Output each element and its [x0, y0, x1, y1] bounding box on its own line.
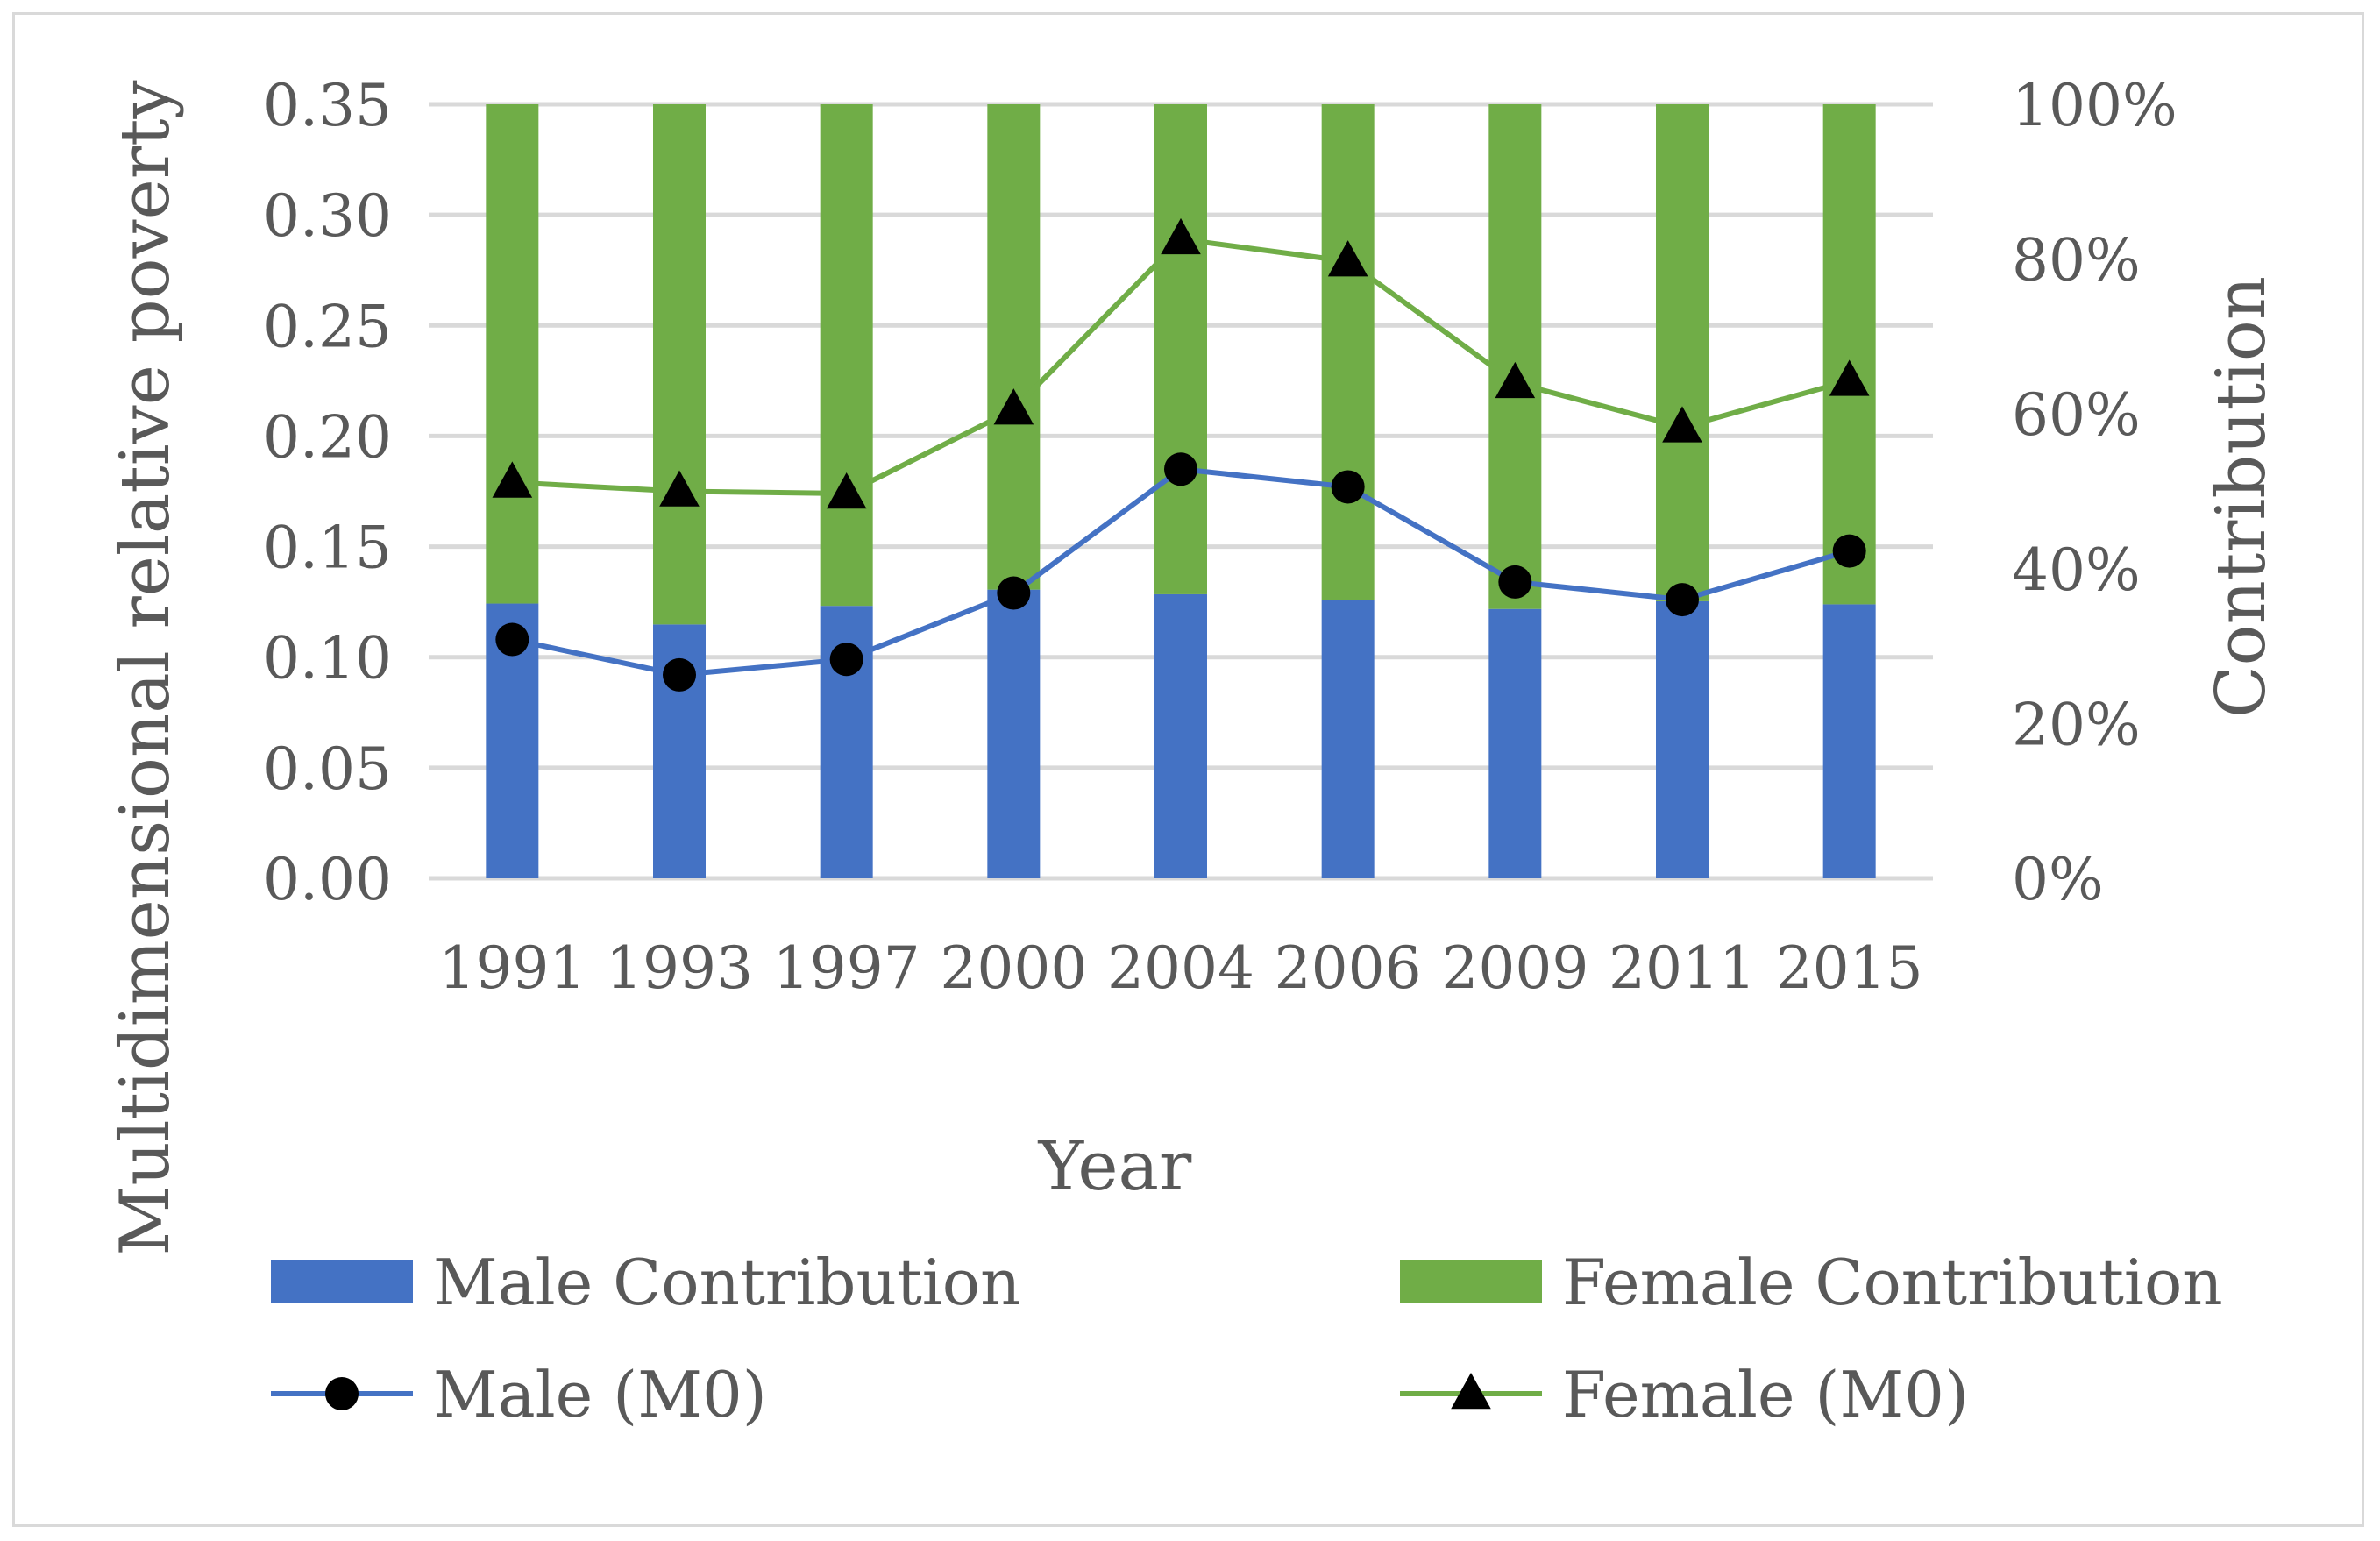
male-m0-point	[1832, 534, 1866, 568]
female-m0-point	[826, 472, 867, 509]
bars	[486, 104, 1876, 878]
y-tick-label: 0.05	[263, 735, 392, 803]
legend: Male Contribution Female Contribution Male…	[271, 1246, 2223, 1431]
x-axis-label: Year	[1038, 1127, 1192, 1206]
female-m0-point	[1161, 217, 1201, 255]
legend-label: Male (M0)	[433, 1358, 767, 1431]
female-m0-point	[1327, 240, 1368, 277]
female-contribution-bar	[1822, 104, 1876, 605]
y2-tick-label: 100%	[2012, 72, 2178, 139]
legend-label: Female (M0)	[1562, 1358, 1969, 1431]
legend-label: Female Contribution	[1562, 1246, 2223, 1319]
male-m0-point	[829, 643, 863, 677]
male-m0-point	[495, 622, 529, 657]
legend-item: Male (M0)	[271, 1358, 767, 1431]
male-contribution-bar	[1656, 600, 1709, 878]
x-tick-label: 1993	[606, 934, 753, 1002]
female-m0-point	[1495, 361, 1536, 399]
y2-tick-label: 20%	[2012, 691, 2141, 758]
female-contribution-bar	[486, 104, 539, 604]
y2-axis-ticks: 0% 20% 40% 60% 80% 100%	[2012, 72, 2178, 913]
female-contribution-bar	[820, 104, 873, 607]
male-contribution-bar	[987, 589, 1041, 878]
y2-tick-label: 80%	[2012, 227, 2141, 295]
chart-frame: 0.00 0.05 0.10 0.15 0.20 0.25 0.30 0.35 0% 20% 40…	[12, 12, 2364, 1527]
male-m0-point	[1666, 583, 1699, 617]
y-tick-label: 0.20	[263, 403, 392, 471]
chart: 0.00 0.05 0.10 0.15 0.20 0.25 0.30 0.35 0% 20% 40…	[106, 72, 2281, 1431]
y2-axis-label: Contribution	[2202, 276, 2281, 718]
y-tick-label: 0.25	[263, 293, 392, 360]
x-tick-label: 1997	[773, 934, 920, 1002]
male-m0-point	[1498, 565, 1532, 599]
female-contribution-bar	[1488, 104, 1542, 609]
male-contribution-bar	[1488, 608, 1542, 878]
female-contribution-bar	[1656, 104, 1709, 601]
x-tick-label: 2004	[1107, 934, 1254, 1002]
y-tick-label: 0.00	[263, 846, 392, 913]
y-tick-label: 0.30	[263, 182, 392, 250]
y2-tick-label: 60%	[2012, 381, 2141, 449]
female-contribution-bar	[1154, 104, 1207, 594]
male-contribution-bar	[1321, 600, 1375, 878]
x-tick-label: 1991	[438, 934, 586, 1002]
legend-swatch	[1400, 1260, 1542, 1303]
male-m0-point	[997, 576, 1031, 610]
y-axis-label: Multidimensional relative poverty	[106, 80, 185, 1255]
y-axis-ticks: 0.00 0.05 0.10 0.15 0.20 0.25 0.30 0.35	[263, 72, 392, 913]
legend-label: Male Contribution	[433, 1246, 1021, 1319]
x-tick-label: 2015	[1776, 934, 1923, 1002]
legend-marker-circle	[325, 1377, 359, 1410]
male-contribution-bar	[1822, 604, 1876, 878]
male-m0-point	[1164, 452, 1197, 486]
legend-swatch	[271, 1260, 413, 1303]
legend-item: Female (M0)	[1400, 1358, 1969, 1431]
y-tick-label: 0.35	[263, 72, 392, 139]
legend-item: Female Contribution	[1400, 1246, 2223, 1319]
female-contribution-bar	[987, 104, 1041, 590]
female-m0-point	[659, 470, 700, 507]
female-m0-point	[1829, 359, 1870, 396]
x-axis-ticks: 1991 1993 1997 2000 2004 2006 2009 2011 2015	[438, 934, 1922, 1002]
female-m0-point	[492, 461, 533, 498]
male-contribution-bar	[1154, 593, 1207, 878]
lines	[492, 217, 1870, 692]
male-m0-point	[1331, 470, 1365, 504]
legend-marker-triangle	[1451, 1373, 1491, 1410]
y-tick-label: 0.10	[263, 625, 392, 692]
x-tick-label: 2011	[1609, 934, 1756, 1002]
female-contribution-bar	[1321, 104, 1375, 601]
y-tick-label: 0.15	[263, 515, 392, 582]
x-tick-label: 2006	[1275, 934, 1422, 1002]
x-tick-label: 2009	[1441, 934, 1588, 1002]
female-m0-point	[993, 388, 1034, 425]
legend-item: Male Contribution	[271, 1246, 1021, 1319]
male-m0-point	[663, 657, 696, 692]
female-contribution-bar	[653, 104, 706, 625]
y2-tick-label: 40%	[2012, 536, 2141, 604]
x-tick-label: 2000	[940, 934, 1087, 1002]
female-m0-point	[1662, 406, 1702, 443]
y2-tick-label: 0%	[2012, 846, 2104, 913]
